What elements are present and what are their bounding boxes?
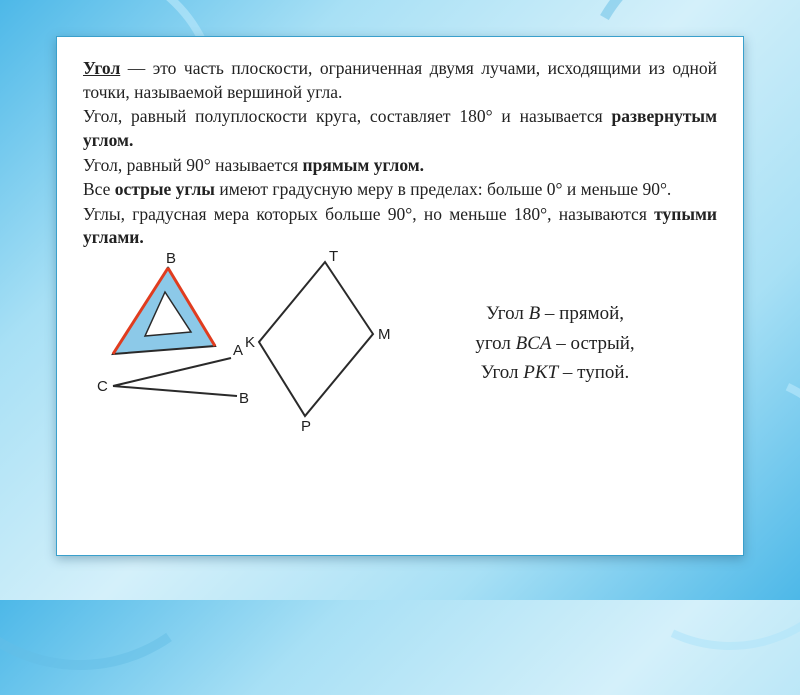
definition-text: Угол — это часть плоскости, ограниченная…	[83, 57, 717, 250]
label-B2: B	[239, 390, 249, 407]
label-C: C	[97, 378, 108, 395]
lower-row: B C A B T K M P Угол B – прямой, угол BC…	[83, 256, 717, 431]
label-T: T	[329, 248, 338, 265]
para-acute-angle: Все острые углы имеют градусную меру в п…	[83, 178, 717, 202]
para-obtuse-angle: Углы, градусная мера которых больше 90°,…	[83, 203, 717, 250]
term-right: прямым углом.	[303, 155, 425, 175]
summary-line-2: угол BCA – острый,	[475, 329, 634, 358]
label-A: A	[233, 342, 243, 359]
term-acute: острые углы	[115, 179, 215, 199]
summary-line-1: Угол B – прямой,	[486, 299, 624, 328]
summary-line-3: Угол PKT – тупой.	[481, 358, 630, 387]
para-straight-angle: Угол, равный полуплоскости круга, состав…	[83, 105, 717, 152]
para-right-angle: Угол, равный 90° называется прямым углом…	[83, 154, 717, 178]
label-K: K	[245, 334, 255, 351]
label-M: M	[378, 326, 391, 343]
figures-panel: B C A B T K M P	[83, 256, 393, 431]
term-angle: Угол	[83, 58, 120, 78]
label-B: B	[166, 250, 176, 267]
content-card: Угол — это часть плоскости, ограниченная…	[56, 36, 744, 556]
angle-summary: Угол B – прямой, угол BCA – острый, Угол…	[393, 256, 717, 431]
label-P: P	[301, 418, 311, 435]
para-angle-def: Угол — это часть плоскости, ограниченная…	[83, 57, 717, 104]
